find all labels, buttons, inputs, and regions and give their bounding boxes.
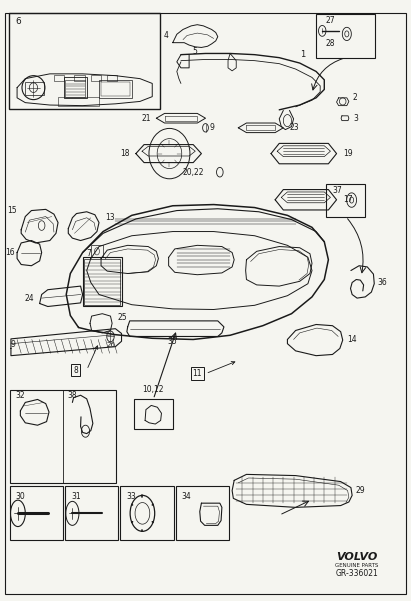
Text: 5: 5: [193, 46, 198, 55]
Text: 2: 2: [353, 93, 358, 102]
Text: 8: 8: [73, 365, 78, 374]
Bar: [10, 391, 116, 483]
Text: 35: 35: [168, 337, 178, 346]
Text: 10,12: 10,12: [143, 385, 164, 394]
Text: 6: 6: [15, 17, 21, 26]
Text: 24: 24: [25, 294, 34, 302]
Bar: [83, 257, 122, 307]
Bar: [120, 486, 173, 540]
Text: 11: 11: [193, 369, 202, 378]
Text: 26: 26: [106, 343, 115, 349]
Text: 9: 9: [210, 123, 215, 132]
Text: 13: 13: [105, 213, 114, 222]
Text: 15: 15: [7, 206, 17, 215]
Text: 28: 28: [325, 39, 335, 48]
Bar: [91, 75, 101, 81]
Bar: [84, 259, 120, 305]
Text: 16: 16: [5, 248, 15, 257]
Text: 29: 29: [355, 486, 365, 495]
Bar: [74, 75, 85, 81]
Text: 17: 17: [343, 195, 353, 204]
Text: VOLVO: VOLVO: [336, 552, 378, 562]
Text: 19: 19: [343, 149, 353, 158]
Text: 31: 31: [71, 492, 81, 501]
Text: 23: 23: [290, 123, 300, 132]
Text: 34: 34: [182, 492, 192, 501]
Text: 4: 4: [164, 31, 169, 40]
Text: 21: 21: [142, 114, 151, 123]
Text: 36: 36: [378, 278, 387, 287]
Text: 32: 32: [15, 391, 25, 400]
Bar: [134, 400, 173, 430]
Text: 9: 9: [11, 340, 16, 349]
Text: GENUINE PARTS: GENUINE PARTS: [335, 563, 379, 568]
Bar: [316, 14, 376, 58]
Bar: [101, 82, 130, 96]
Text: 1: 1: [300, 50, 305, 59]
Bar: [99, 80, 132, 98]
Text: GR-336021: GR-336021: [336, 569, 379, 578]
Text: 27: 27: [325, 16, 335, 25]
Bar: [65, 486, 118, 540]
Bar: [175, 486, 229, 540]
Bar: [107, 75, 118, 81]
Bar: [54, 75, 64, 81]
Text: 33: 33: [127, 492, 136, 501]
Text: 7: 7: [87, 249, 92, 258]
Bar: [25, 82, 44, 95]
Text: 30: 30: [16, 492, 25, 501]
Text: 25: 25: [118, 313, 127, 322]
Bar: [64, 78, 87, 99]
Bar: [326, 183, 365, 216]
Bar: [65, 80, 85, 97]
Text: 38: 38: [67, 391, 77, 400]
Text: 14: 14: [347, 335, 356, 344]
Text: 3: 3: [353, 114, 358, 123]
Bar: [9, 13, 160, 109]
Text: 18: 18: [120, 149, 130, 158]
Bar: [91, 245, 103, 257]
Bar: [58, 97, 99, 106]
Bar: [10, 486, 63, 540]
Text: 20,22: 20,22: [182, 168, 204, 177]
Text: 37: 37: [332, 186, 342, 195]
